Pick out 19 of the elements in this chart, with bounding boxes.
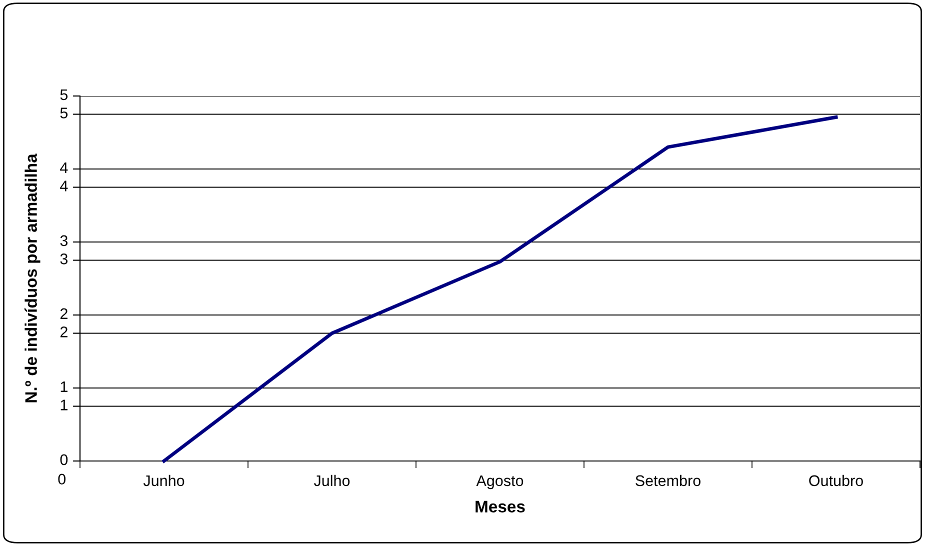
- line-series: [162, 115, 838, 463]
- y-axis-title: N.º de indivíduos por armadilha: [24, 154, 40, 402]
- y-tick-label: 1: [60, 400, 68, 410]
- y-tick-label: 2: [60, 308, 68, 319]
- y-tick-label: 5: [60, 89, 68, 100]
- y-tick-label: 0: [60, 454, 68, 466]
- x-tick-label: Outubro: [809, 474, 863, 486]
- x-tick-label: Julho: [314, 474, 350, 486]
- x-tick-label: Agosto: [476, 475, 524, 490]
- x-axis-title: Meses: [476, 500, 525, 512]
- y-tick-label: 4: [60, 162, 68, 173]
- y-tick-label: 3: [60, 235, 68, 246]
- y-tick-label: 3: [60, 254, 68, 264]
- y-tick-label: 4: [60, 180, 68, 192]
- x-tick-label: Setembro: [636, 474, 700, 486]
- x-tick-label: Junho: [143, 474, 184, 486]
- y-tick-label: 1: [60, 381, 68, 392]
- y-tick-label: 2: [60, 326, 68, 338]
- y-tick-label: 5: [60, 108, 68, 118]
